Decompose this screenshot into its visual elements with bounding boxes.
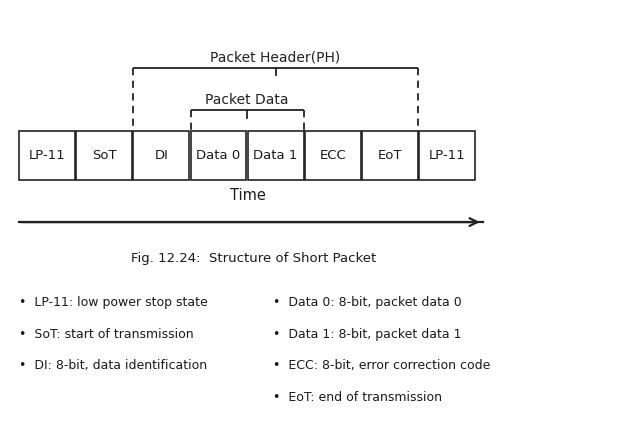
Text: EoT: EoT xyxy=(378,149,402,162)
Bar xyxy=(76,131,132,180)
Text: Data 0: Data 0 xyxy=(196,149,241,162)
Text: Packet Data: Packet Data xyxy=(205,93,289,107)
Bar xyxy=(305,131,361,180)
Text: LP-11: LP-11 xyxy=(29,149,65,162)
Text: ECC: ECC xyxy=(319,149,346,162)
Bar xyxy=(419,131,475,180)
Text: LP-11: LP-11 xyxy=(429,149,465,162)
Text: DI: DI xyxy=(154,149,168,162)
Text: Data 1: Data 1 xyxy=(253,149,298,162)
Text: Fig. 12.24:  Structure of Short Packet: Fig. 12.24: Structure of Short Packet xyxy=(131,252,377,264)
Text: •  EoT: end of transmission: • EoT: end of transmission xyxy=(273,391,442,404)
Text: SoT: SoT xyxy=(92,149,116,162)
Text: •  LP-11: low power stop state: • LP-11: low power stop state xyxy=(19,296,208,309)
Text: Time: Time xyxy=(230,188,265,203)
Text: •  Data 0: 8-bit, packet data 0: • Data 0: 8-bit, packet data 0 xyxy=(273,296,462,309)
Text: •  Data 1: 8-bit, packet data 1: • Data 1: 8-bit, packet data 1 xyxy=(273,328,462,341)
Text: •  ECC: 8-bit, error correction code: • ECC: 8-bit, error correction code xyxy=(273,360,490,372)
Bar xyxy=(362,131,418,180)
Text: Packet Header(PH): Packet Header(PH) xyxy=(210,50,341,64)
Text: •  DI: 8-bit, data identification: • DI: 8-bit, data identification xyxy=(19,360,207,372)
Bar xyxy=(19,131,75,180)
Bar xyxy=(190,131,246,180)
Text: •  SoT: start of transmission: • SoT: start of transmission xyxy=(19,328,194,341)
Bar xyxy=(133,131,189,180)
Bar xyxy=(248,131,304,180)
